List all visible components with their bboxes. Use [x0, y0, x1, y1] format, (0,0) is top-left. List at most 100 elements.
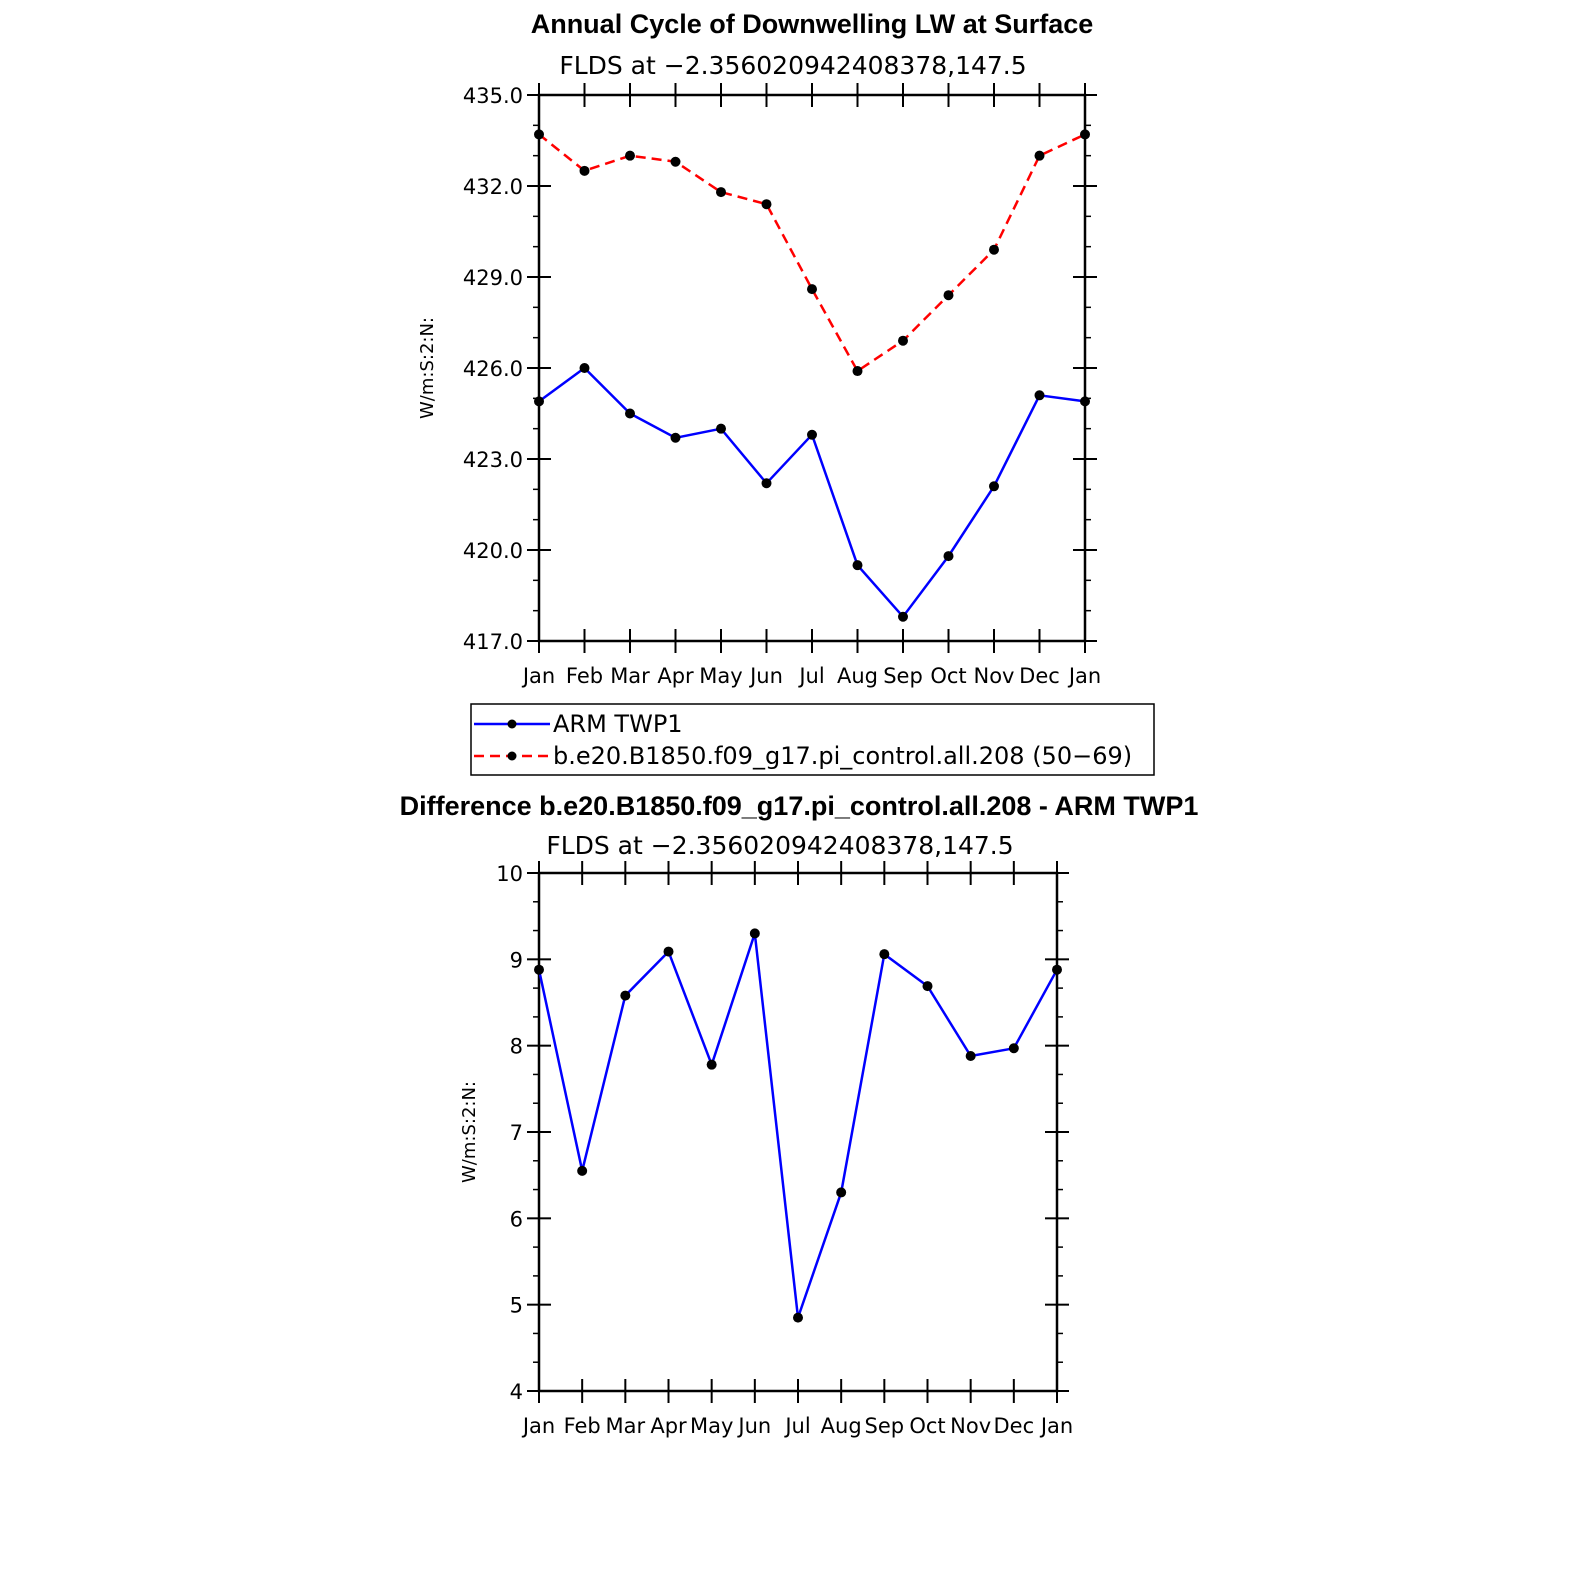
top-series-1-point: [1080, 129, 1090, 140]
bottom-xtick-label: Jun: [736, 1414, 771, 1438]
top-series-1-point: [579, 165, 590, 176]
top-xtick-label: Feb: [566, 664, 603, 688]
bottom-series-0-point: [793, 1312, 803, 1323]
bottom-chart: Difference b.e20.B1850.f09_g17.pi_contro…: [400, 791, 1199, 1438]
top-xtick-label: Sep: [883, 664, 923, 688]
top-xtick-label: Oct: [930, 664, 966, 688]
bottom-xtick-label: Apr: [650, 1414, 687, 1438]
bottom-xtick-label: Jul: [783, 1414, 810, 1438]
bottom-xtick-label: Aug: [821, 1414, 862, 1438]
bottom-series-0-point: [534, 964, 544, 975]
top-plot-frame: [537, 93, 1087, 643]
top-series-0-point: [625, 408, 635, 419]
bottom-series-0-point: [879, 949, 890, 960]
top-chart-subtitle: FLDS at −2.356020942408378,147.5: [559, 51, 1026, 80]
top-series-0-point: [898, 611, 908, 622]
top-xtick-label: Mar: [610, 664, 650, 688]
top-series-0-point: [989, 481, 999, 492]
top-xtick-label: Jun: [748, 664, 783, 688]
top-ytick-label: 423.0: [463, 448, 523, 472]
top-series-1-point: [898, 335, 908, 346]
bottom-chart-subtitle: FLDS at −2.356020942408378,147.5: [546, 831, 1013, 860]
top-ytick-label: 429.0: [463, 266, 523, 290]
top-xtick-label: May: [699, 664, 742, 688]
bottom-ytick-label: 7: [510, 1121, 523, 1145]
top-series-1-point: [1034, 150, 1045, 161]
bottom-series-0-point: [663, 946, 674, 957]
top-xtick-label: Jan: [1067, 664, 1101, 688]
legend-label-model: b.e20.B1850.f09_g17.pi_control.all.208 (…: [553, 742, 1132, 770]
legend-box: [470, 703, 1155, 776]
legend-marker-arm: [507, 719, 517, 729]
top-series-0-point: [1080, 396, 1090, 407]
top-chart-axes: 417.0 420.0 423.0 426.0 429.0 432.0 435.0 Jan Fe…: [463, 83, 1101, 688]
bottom-series-0-point: [706, 1059, 717, 1070]
bottom-ytick-label: 5: [510, 1294, 523, 1318]
top-series-1-point: [989, 244, 999, 255]
top-xtick-label: Jul: [797, 664, 824, 688]
top-series-0-point: [534, 396, 544, 407]
top-series-0-line: [538, 366, 1086, 619]
bottom-xtick-label: Oct: [909, 1414, 945, 1438]
bottom-xtick-label: Sep: [865, 1414, 905, 1438]
top-series-0-point: [716, 423, 726, 434]
top-series-1-point: [807, 284, 817, 295]
bottom-series-0-point: [1008, 1043, 1019, 1054]
bottom-xtick-label: Mar: [606, 1414, 646, 1438]
top-series-0-point: [943, 551, 954, 562]
top-xtick-label: Apr: [657, 664, 694, 688]
top-series-1-point: [670, 156, 681, 167]
bottom-series-0-point: [620, 990, 631, 1001]
bottom-series-0-point: [1052, 964, 1062, 975]
bottom-series-0-point: [922, 981, 933, 992]
bottom-chart-y-label: W/m:S:2:N:: [459, 1081, 480, 1183]
top-chart-legend: ARM TWP1 b.e20.B1850.f09_g17.pi_control.…: [470, 703, 1155, 776]
legend-label-arm: ARM TWP1: [553, 710, 683, 738]
bottom-ytick-label: 10: [496, 862, 523, 886]
bottom-xtick-label: Jan: [521, 1414, 555, 1438]
top-series-0-point: [579, 363, 590, 373]
top-series-1-point: [852, 366, 863, 377]
bottom-ytick-label: 6: [510, 1207, 523, 1231]
bottom-chart-axes: 4 5 6 7 8 9 10 Jan Feb Mar Apr May Jun Jul Aug Sep Oct No…: [496, 861, 1073, 1438]
top-ytick-label: 435.0: [463, 84, 523, 108]
bottom-xtick-label: Dec: [994, 1414, 1035, 1438]
top-xtick-label: Jan: [521, 664, 555, 688]
bottom-xtick-label: Feb: [564, 1414, 601, 1438]
bottom-series-0-point: [965, 1051, 976, 1062]
top-series-1-point: [716, 187, 726, 198]
bottom-series-0-point: [749, 928, 760, 939]
top-ytick-label: 417.0: [463, 630, 523, 654]
top-series-1-point: [625, 150, 635, 161]
top-chart: Annual Cycle of Downwelling LW at Surfac…: [417, 9, 1101, 688]
top-xtick-label: Aug: [837, 664, 878, 688]
top-series-0-point: [1034, 390, 1045, 401]
top-series-1-point: [943, 290, 954, 301]
bottom-series-0-point: [577, 1165, 588, 1176]
top-ytick-label: 432.0: [463, 175, 523, 199]
bottom-xtick-label: May: [690, 1414, 733, 1438]
top-xtick-label: Dec: [1019, 664, 1060, 688]
top-series-1-line: [538, 133, 1086, 373]
top-series-0-point: [670, 432, 681, 443]
bottom-ytick-label: 8: [510, 1035, 523, 1059]
top-chart-title: Annual Cycle of Downwelling LW at Surfac…: [531, 9, 1094, 39]
bottom-xtick-label: Jan: [1039, 1414, 1073, 1438]
bottom-series-0-point: [836, 1187, 847, 1198]
top-series-0-point: [852, 560, 863, 571]
legend-marker-model: [507, 751, 517, 761]
bottom-xtick-label: Nov: [950, 1414, 991, 1438]
top-chart-y-label: W/m:S:2:N:: [417, 317, 438, 419]
top-xtick-label: Nov: [974, 664, 1015, 688]
bottom-series-0-line: [537, 933, 1059, 1319]
top-series-0-point: [807, 429, 817, 440]
top-series-1-point: [761, 199, 772, 210]
bottom-ytick-label: 9: [510, 948, 523, 972]
bottom-chart-title: Difference b.e20.B1850.f09_g17.pi_contro…: [400, 791, 1199, 821]
bottom-chart-series: [534, 928, 1062, 1323]
top-ytick-label: 420.0: [463, 539, 523, 563]
top-series-1-point: [534, 129, 544, 140]
bottom-ytick-label: 4: [510, 1380, 523, 1404]
top-series-0-point: [761, 478, 772, 489]
